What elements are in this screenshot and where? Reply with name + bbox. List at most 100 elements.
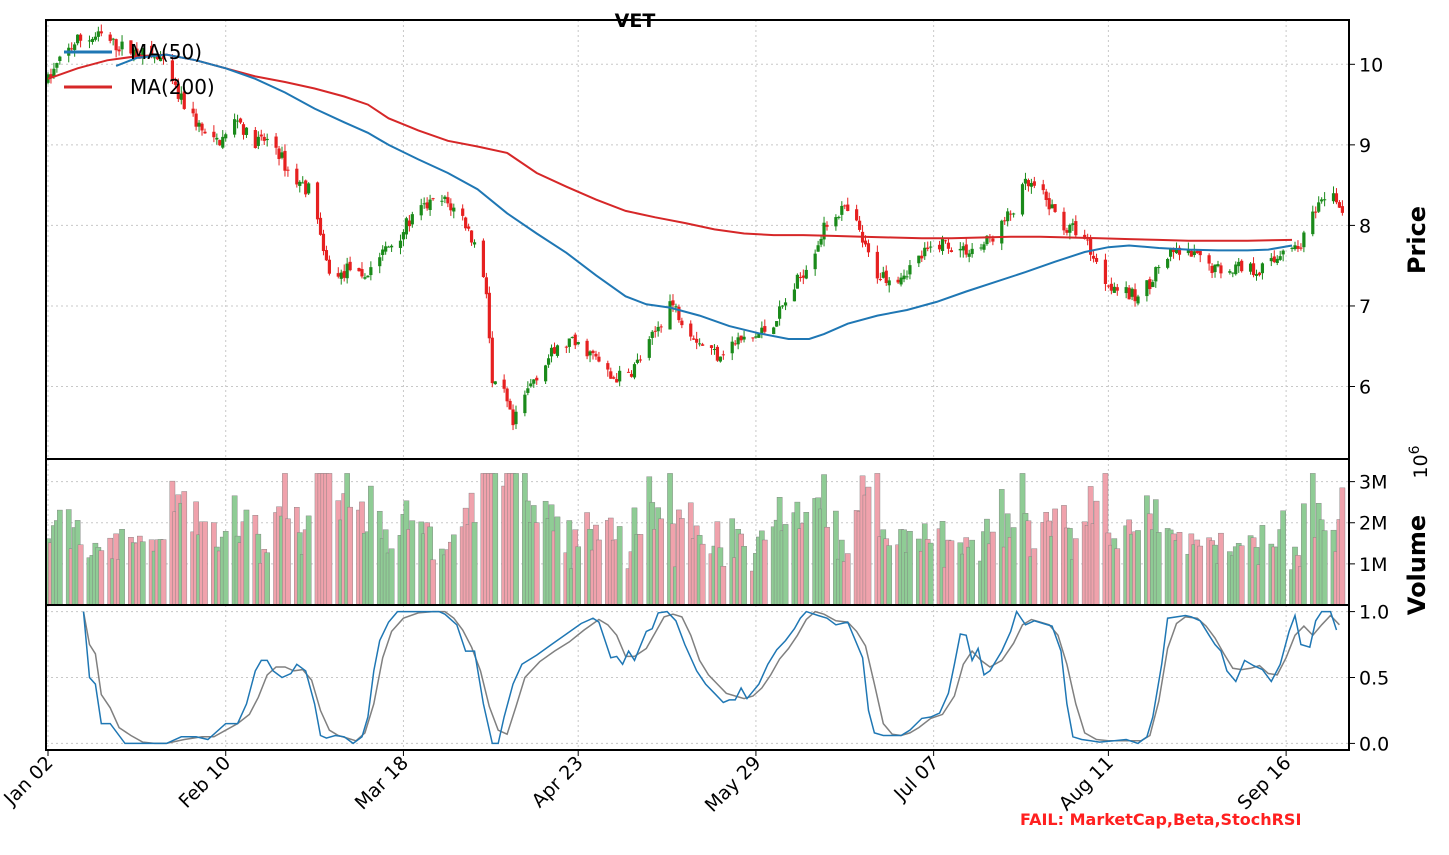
x-tick-label: Sep 16 bbox=[1233, 752, 1295, 814]
candle-body bbox=[532, 379, 536, 384]
candle-body bbox=[410, 214, 414, 225]
candle-body bbox=[1198, 250, 1202, 256]
candle-body bbox=[1237, 261, 1241, 267]
candle-body bbox=[389, 245, 394, 248]
candle-body bbox=[484, 277, 488, 295]
candle-body bbox=[120, 41, 124, 50]
volume-bar bbox=[264, 552, 270, 606]
candle-body bbox=[1254, 273, 1259, 276]
candle-body bbox=[218, 140, 222, 146]
candle-body bbox=[1145, 280, 1149, 297]
candle-body bbox=[840, 205, 844, 215]
legend: MA(50) MA(200) bbox=[64, 40, 215, 99]
volume-scale-exponent: 6 bbox=[1407, 445, 1423, 454]
candle-body bbox=[594, 353, 598, 357]
candle-body bbox=[117, 49, 121, 52]
candle-body bbox=[775, 321, 779, 327]
candle-body bbox=[946, 242, 951, 249]
candle-body bbox=[612, 377, 616, 379]
stoch-tick-label: 0.0 bbox=[1359, 733, 1389, 755]
candle-body bbox=[431, 198, 435, 200]
volume-bar bbox=[139, 541, 146, 606]
volume-bar bbox=[513, 473, 519, 606]
candle-body bbox=[318, 217, 323, 235]
volume-bar bbox=[907, 530, 913, 606]
candle-body bbox=[464, 217, 468, 229]
candle-body bbox=[274, 136, 278, 148]
candle-body bbox=[179, 93, 183, 100]
candle-body bbox=[1216, 264, 1220, 267]
candle-body bbox=[855, 209, 859, 221]
volume-bar bbox=[1114, 548, 1121, 606]
candle-body bbox=[564, 346, 568, 348]
candle-body bbox=[778, 306, 782, 319]
volume-bar bbox=[471, 522, 478, 606]
volume-bar bbox=[533, 522, 540, 606]
candle-body bbox=[929, 246, 933, 248]
candle-body bbox=[345, 263, 349, 279]
candle-body bbox=[280, 152, 284, 158]
volume-bar bbox=[1093, 500, 1100, 606]
candle-body bbox=[1094, 257, 1099, 262]
candle-body bbox=[632, 364, 637, 378]
candle-body bbox=[132, 49, 136, 56]
candle-body bbox=[1314, 211, 1318, 213]
candle-body bbox=[259, 134, 263, 137]
candle-body bbox=[298, 181, 302, 186]
candle-body bbox=[715, 346, 720, 361]
candle-body bbox=[573, 334, 577, 346]
volume-bar bbox=[1031, 548, 1038, 606]
volume-axis-label: Volume bbox=[1403, 515, 1431, 615]
candle-body bbox=[1003, 220, 1007, 222]
volume-bar bbox=[679, 518, 685, 606]
candle-body bbox=[902, 275, 906, 280]
candle-body bbox=[404, 218, 409, 235]
candle-body bbox=[141, 48, 145, 59]
candle-body bbox=[1334, 193, 1339, 203]
candle-body bbox=[837, 216, 841, 218]
candle-body bbox=[695, 338, 699, 343]
candle-body bbox=[1311, 211, 1315, 235]
candle-body bbox=[422, 203, 426, 205]
stoch-tick-label: 1.0 bbox=[1359, 602, 1389, 624]
candle-body bbox=[493, 381, 497, 385]
volume-bar bbox=[450, 534, 457, 606]
candle-body bbox=[1050, 204, 1054, 209]
candle-body bbox=[546, 358, 551, 365]
candle-body bbox=[1068, 224, 1072, 233]
candle-body bbox=[182, 91, 186, 109]
volume-bar bbox=[326, 473, 333, 606]
candle-body bbox=[899, 277, 903, 285]
volume-bar bbox=[77, 544, 84, 606]
candle-body bbox=[757, 333, 761, 338]
volume-bar bbox=[181, 491, 188, 606]
candle-body bbox=[813, 253, 817, 270]
volume-bar bbox=[1301, 503, 1307, 606]
candle-body bbox=[570, 336, 574, 338]
candle-body bbox=[452, 207, 456, 212]
candle-body bbox=[283, 150, 287, 171]
candle-body bbox=[535, 377, 539, 381]
volume-bar bbox=[1197, 545, 1204, 606]
candle-body bbox=[224, 134, 228, 139]
volume-bar bbox=[222, 531, 229, 606]
candle-body bbox=[1278, 256, 1282, 260]
candle-body bbox=[1065, 230, 1069, 233]
volume-bar bbox=[243, 509, 250, 606]
candle-body bbox=[1189, 250, 1193, 257]
candle-body bbox=[638, 359, 642, 361]
volume-scale-label: 106 bbox=[1407, 445, 1432, 478]
volume-bar bbox=[844, 553, 851, 606]
candle-body bbox=[937, 244, 942, 250]
candle-body bbox=[982, 244, 986, 250]
ma50-line bbox=[115, 53, 1293, 340]
candle-body bbox=[970, 248, 974, 255]
candle-body bbox=[709, 345, 714, 349]
ma200-line bbox=[47, 53, 1293, 242]
candle-body bbox=[1071, 223, 1075, 225]
volume-bar bbox=[1218, 532, 1224, 606]
volume-bar bbox=[969, 539, 975, 606]
candle-body bbox=[55, 63, 59, 68]
candle-body bbox=[843, 205, 847, 207]
candle-body bbox=[689, 323, 693, 337]
